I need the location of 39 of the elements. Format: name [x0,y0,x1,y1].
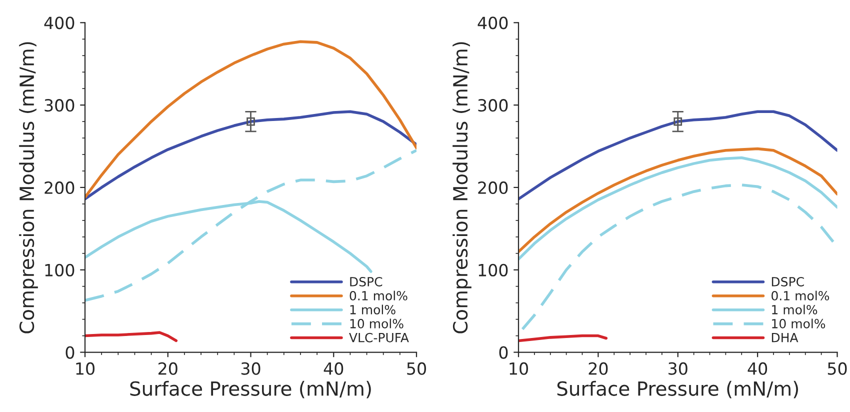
legend-label: 10 mol% [350,318,404,328]
x-tick-label: 20 [588,362,608,375]
legend-label: 1 mol% [350,304,396,314]
legend-label: 0.1 mol% [772,290,830,300]
line-series [85,148,416,302]
line-series [85,110,416,200]
x-tick-label: 30 [241,362,260,375]
y-tick-label: 100 [45,264,74,276]
x-tick-label: 50 [407,362,426,375]
line-series [85,40,416,199]
legend-label: VLC-PUFA [349,332,409,342]
legend-label: DSPC [350,276,382,286]
line-series [518,110,838,200]
x-tick-label: 30 [668,362,688,375]
x-axis-title: Surface Pressure (mN/m) [557,380,798,398]
legend-label: 0.1 mol% [350,290,408,300]
y-tick-label: 200 [478,181,508,194]
x-tick-label: 40 [748,362,768,375]
y-axis-title: Compression Modulus (mN/m) [452,42,472,334]
x-tick-label: 10 [510,362,528,375]
x-tick-label: 50 [828,362,847,375]
y-tick-label: 200 [44,181,74,194]
y-tick-label: 300 [478,99,508,112]
legend-label: DSPC [772,276,804,286]
y-tick-label: 300 [44,99,74,112]
y-tick-label: 0 [66,346,74,359]
x-tick-label: 20 [158,362,178,375]
x-tick-label: 40 [324,362,344,375]
y-tick-label: 400 [44,16,74,30]
y-tick-label: 0 [499,346,508,359]
legend-label: DHA [772,333,798,342]
y-axis-title: Compression Modulus (mN/m) [19,42,38,334]
legend-label: 1 mol% [772,304,818,314]
x-tick-label: 10 [76,362,94,375]
line-series [85,331,178,342]
x-axis-title: Surface Pressure (mN/m) [130,380,371,398]
y-tick-label: 400 [478,16,508,30]
legend-label: 10 mol% [772,318,826,328]
y-tick-label: 100 [478,264,508,276]
